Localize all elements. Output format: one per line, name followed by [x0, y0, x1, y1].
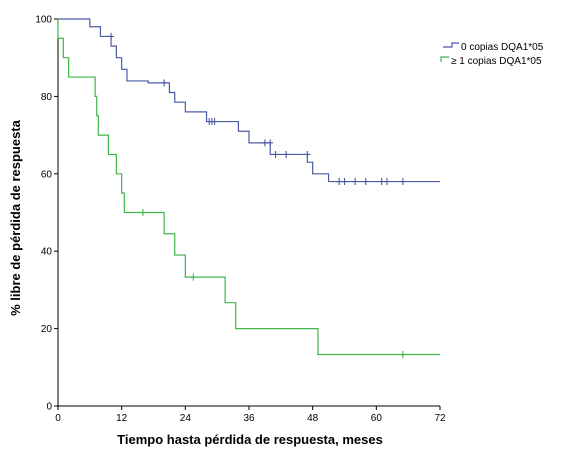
- censor-mark-series-1: [161, 79, 168, 87]
- x-tick-label: 72: [434, 413, 446, 424]
- censor-mark-series-1: [336, 178, 343, 186]
- y-tick-label: 60: [41, 169, 53, 180]
- x-tick-label: 0: [55, 413, 61, 424]
- y-tick-label: 0: [46, 402, 52, 413]
- censor-mark-series-2: [139, 209, 146, 216]
- censor-mark-series-1: [267, 139, 274, 147]
- censor-mark-series-1: [399, 178, 406, 186]
- legend: 0 copias DQA1*05 ≥ 1 copias DQA1*05: [440, 42, 544, 67]
- axes: [57, 19, 440, 407]
- censor-mark-series-1: [283, 150, 290, 158]
- censor-mark-series-1: [304, 150, 311, 158]
- ticks: 0 12 24 36 48 60 72 0 20 40 60 80 100: [35, 15, 446, 425]
- censor-mark-series-1: [352, 178, 359, 186]
- x-tick-label: 36: [243, 413, 255, 424]
- censor-mark-series-1: [362, 178, 369, 186]
- x-tick-label: 12: [116, 413, 128, 424]
- x-axis-title: Tiempo hasta pérdida de respuesta, meses: [117, 432, 383, 447]
- x-tick-label: 24: [180, 413, 192, 424]
- censor-mark-series-1: [341, 178, 348, 186]
- y-tick-label: 100: [35, 15, 52, 26]
- survival-curve-series-2: [57, 19, 440, 356]
- censor-mark-series-1: [261, 139, 268, 147]
- censor-mark-series-2: [190, 273, 197, 281]
- legend-label-series-1: 0 copias DQA1*05: [461, 42, 544, 53]
- x-tick-label: 60: [371, 413, 383, 424]
- survival-curve-series-1: [58, 18, 440, 183]
- legend-symbol-series-1: [443, 42, 459, 48]
- y-tick-label: 20: [41, 324, 53, 335]
- series: [57, 18, 440, 359]
- legend-symbol-series-2: [440, 56, 449, 62]
- y-tick-label: 80: [41, 92, 53, 103]
- y-tick-label: 40: [41, 247, 53, 258]
- censor-mark-series-1: [378, 178, 385, 186]
- legend-label-series-2: ≥ 1 copias DQA1*05: [451, 56, 542, 67]
- y-axis-title: % libre de pérdida de respuesta: [8, 119, 23, 316]
- censor-mark-series-1: [211, 118, 218, 126]
- x-tick-label: 48: [307, 413, 319, 424]
- censor-mark-series-2: [399, 351, 406, 359]
- censor-mark-series-1: [108, 32, 115, 40]
- censor-mark-series-1: [383, 178, 390, 186]
- censor-mark-series-1: [272, 150, 279, 158]
